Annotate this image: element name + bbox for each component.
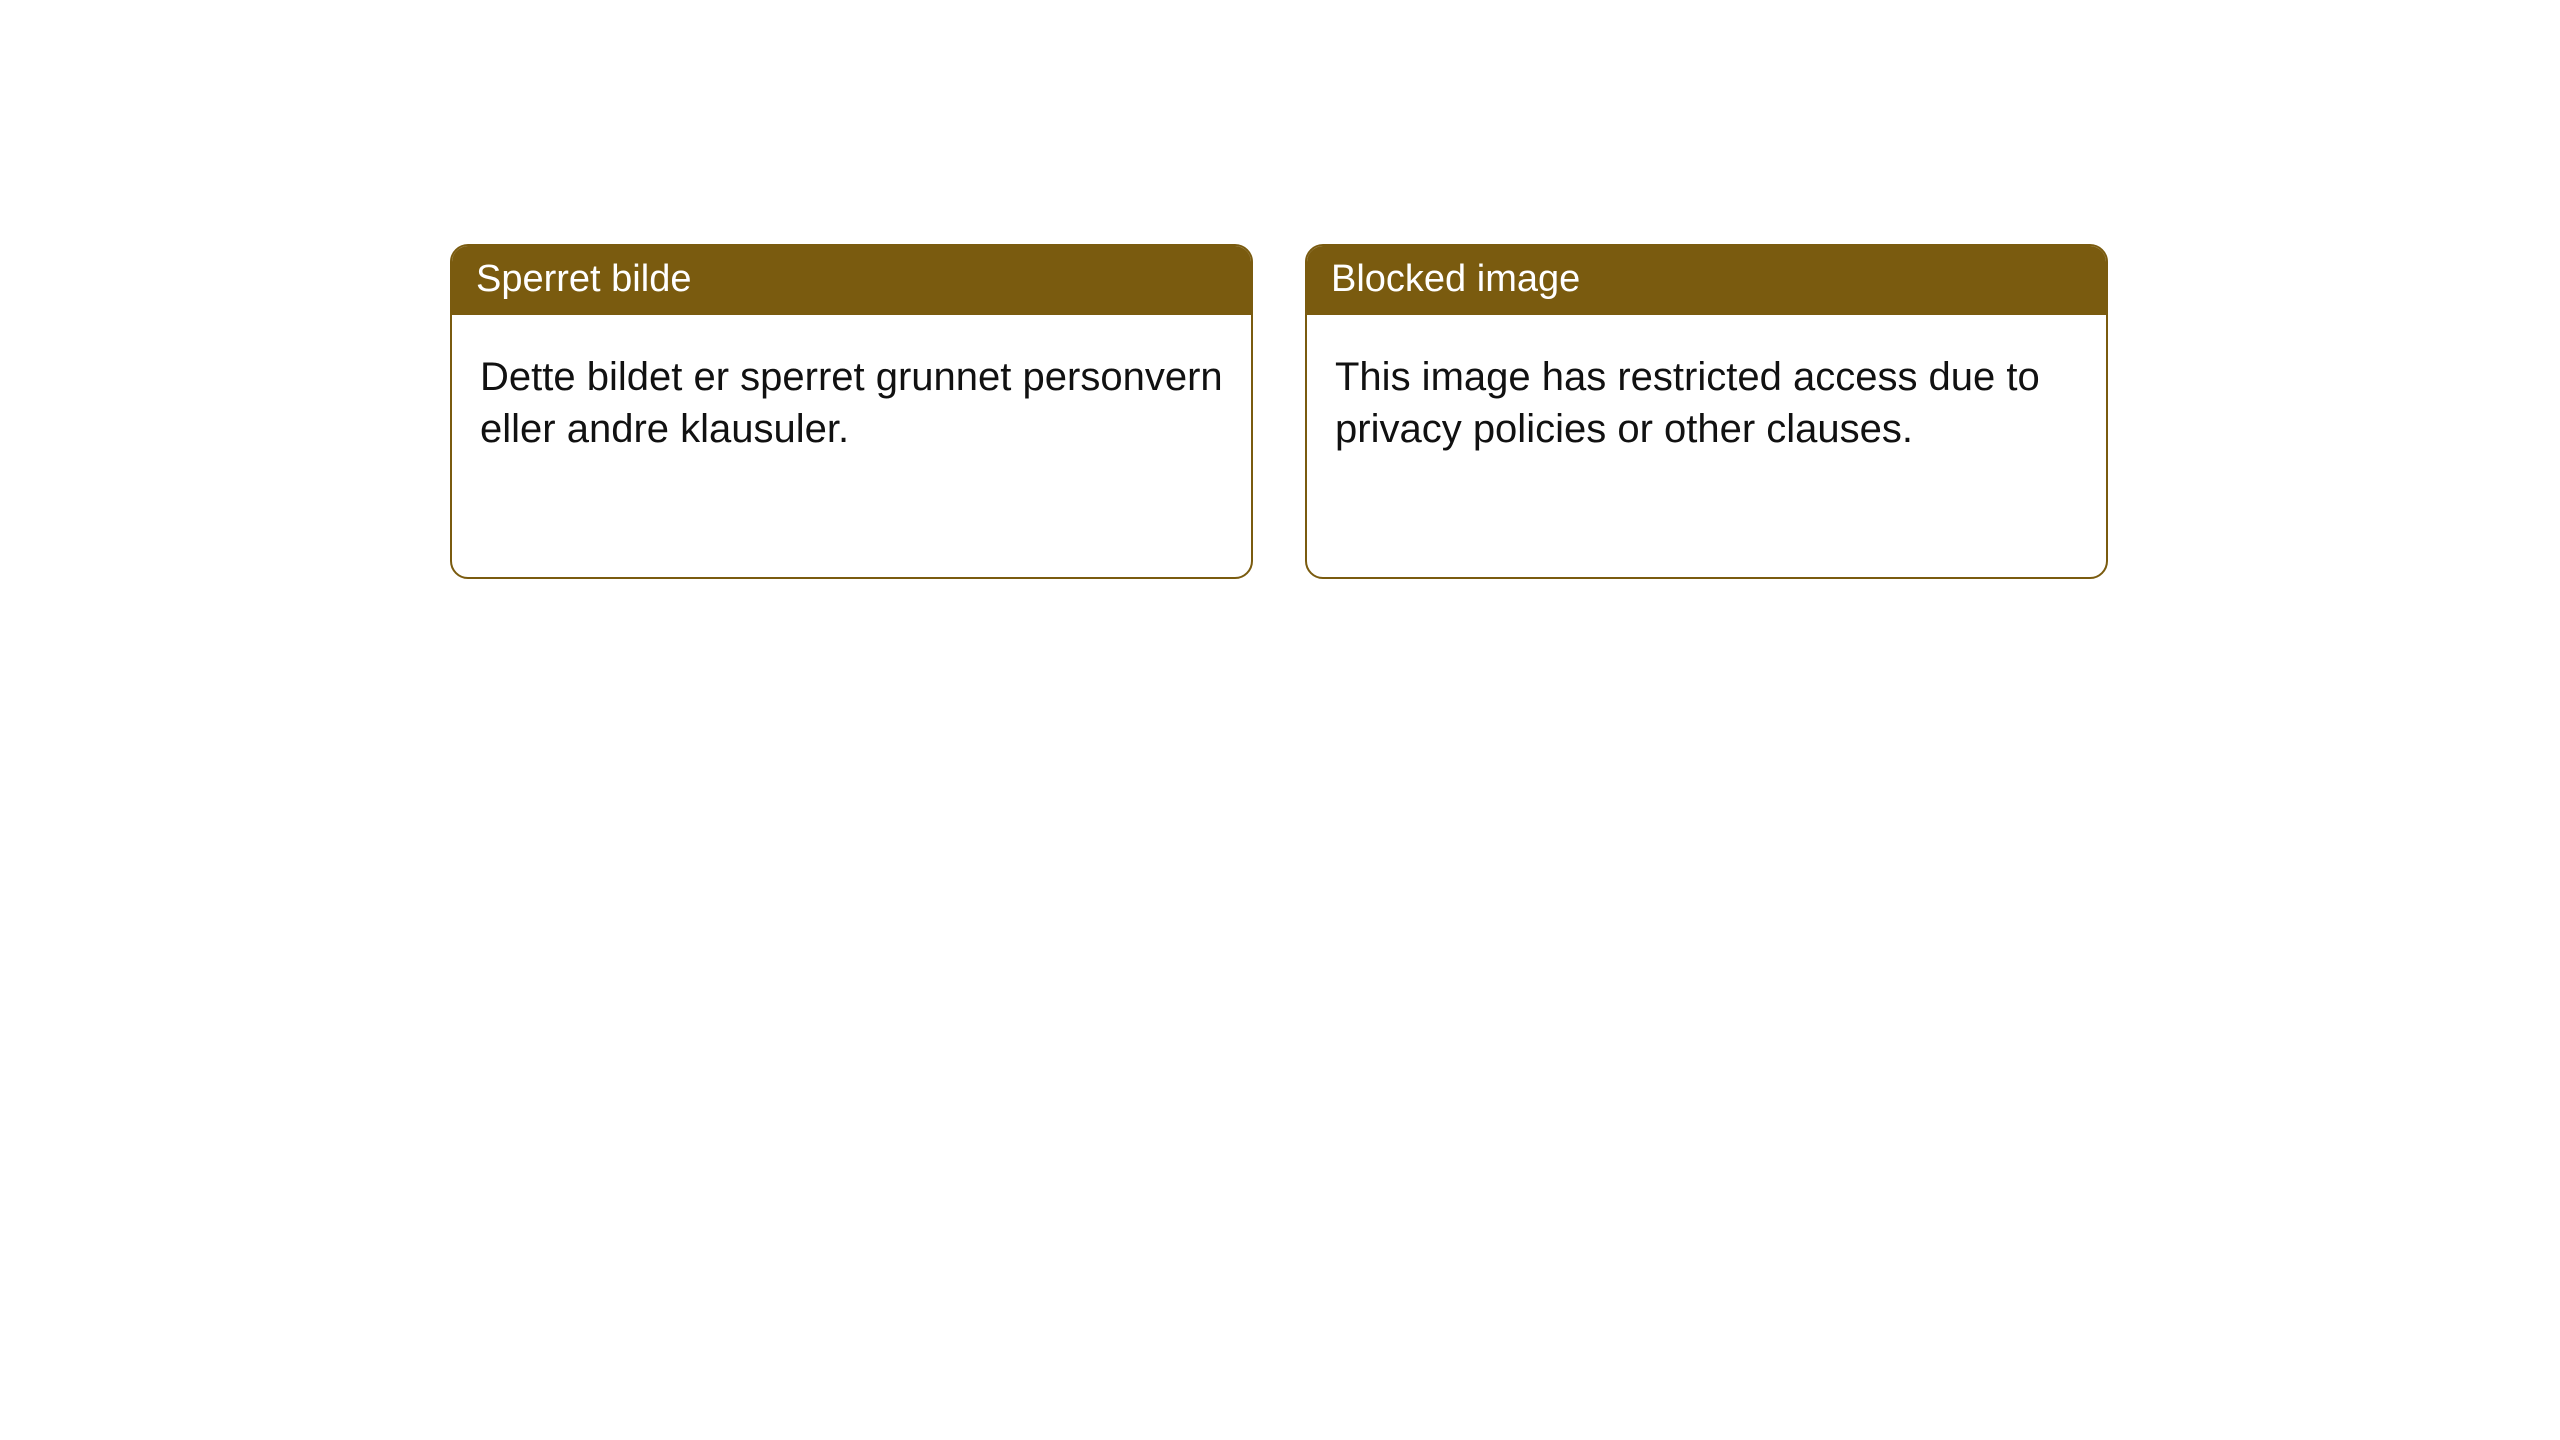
notice-body: Dette bildet er sperret grunnet personve… <box>452 315 1251 483</box>
notice-header: Blocked image <box>1307 246 2106 315</box>
notice-card-english: Blocked image This image has restricted … <box>1305 244 2108 579</box>
notice-container: Sperret bilde Dette bildet er sperret gr… <box>450 244 2108 579</box>
notice-body: This image has restricted access due to … <box>1307 315 2106 483</box>
notice-card-norwegian: Sperret bilde Dette bildet er sperret gr… <box>450 244 1253 579</box>
notice-header: Sperret bilde <box>452 246 1251 315</box>
